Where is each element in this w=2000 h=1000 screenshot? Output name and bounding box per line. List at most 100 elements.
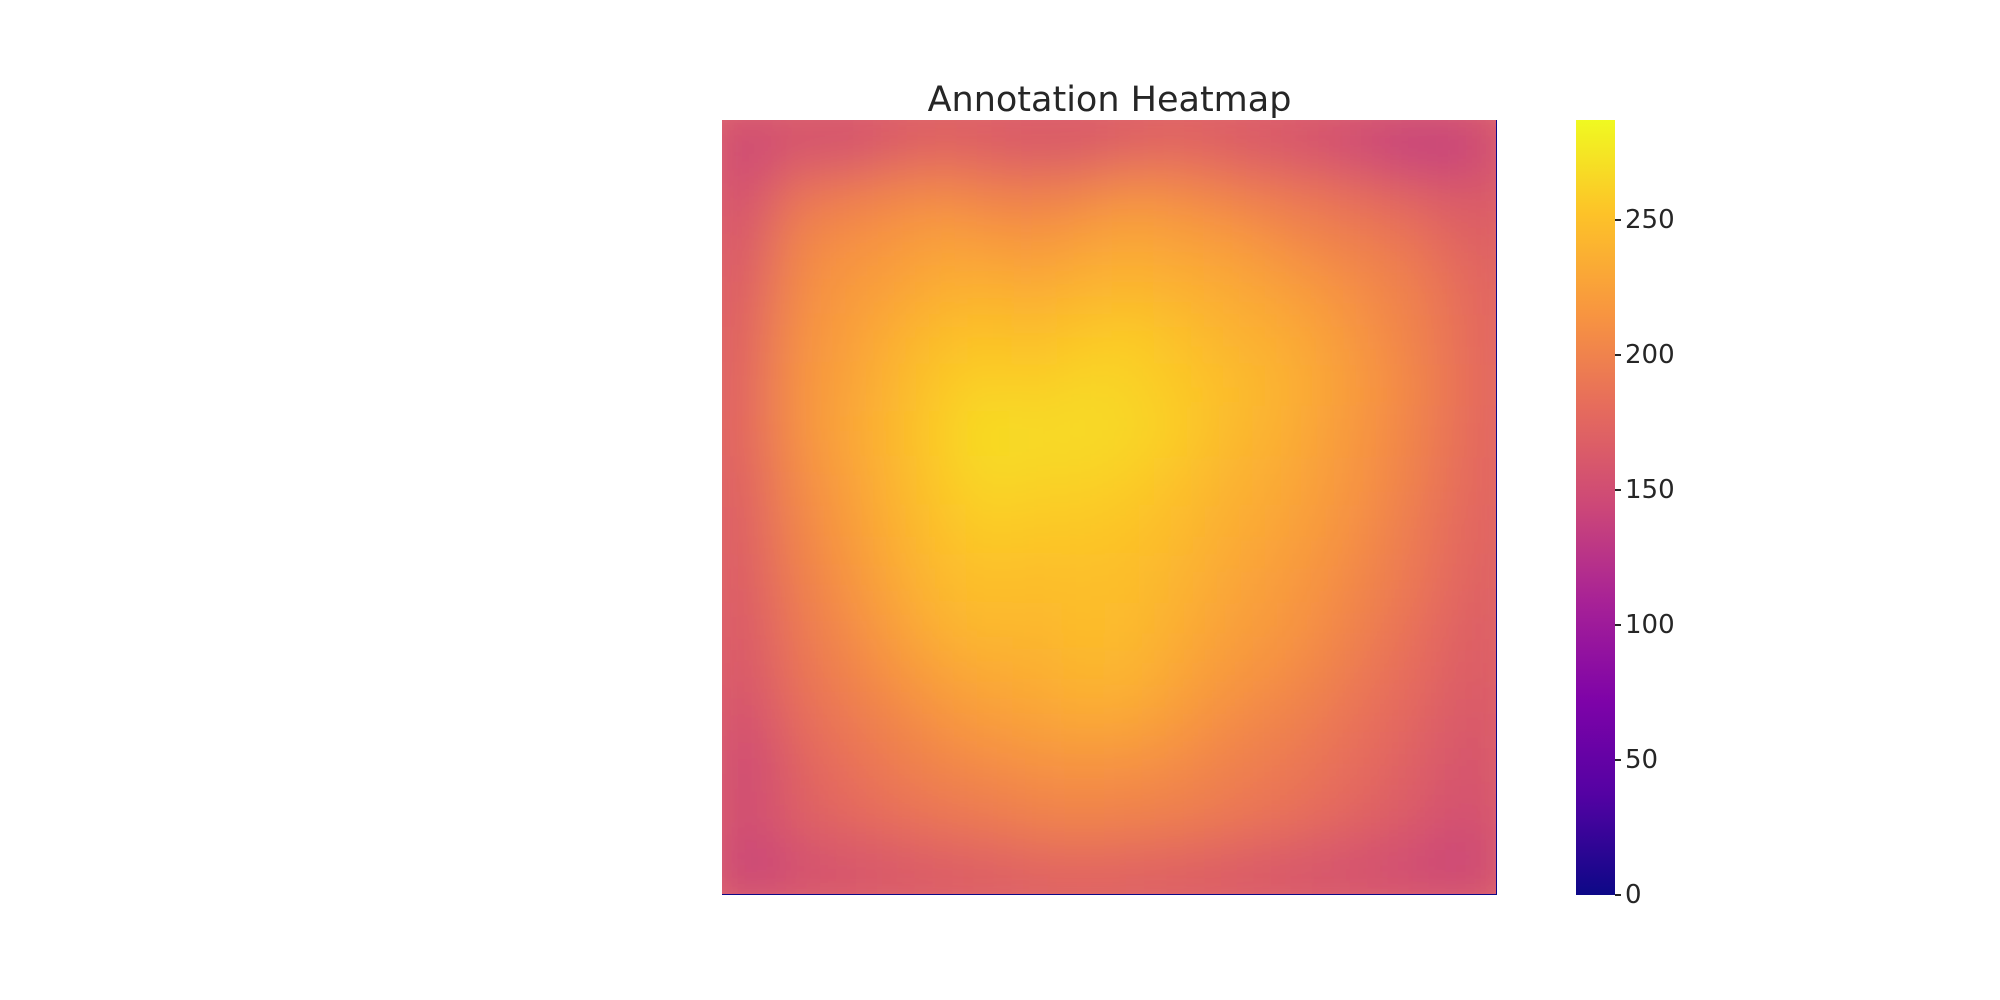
heatmap-cell xyxy=(914,651,965,702)
heatmap-cell xyxy=(1446,602,1496,654)
heatmap-cell xyxy=(1108,457,1159,508)
heatmap-cell xyxy=(769,360,820,412)
heatmap-cell xyxy=(1011,120,1062,170)
heatmap-cell xyxy=(1156,120,1207,170)
heatmap-cell xyxy=(1011,796,1062,847)
heatmap-cell xyxy=(817,796,869,847)
heatmap-cell xyxy=(1156,457,1207,508)
heatmap-cell xyxy=(962,506,1014,557)
heatmap-cell xyxy=(817,602,869,654)
heatmap-cell xyxy=(1108,554,1159,605)
heatmap-cell xyxy=(1398,120,1449,170)
heatmap-cell xyxy=(962,457,1014,508)
heatmap-cell xyxy=(1156,651,1207,702)
heatmap-cell xyxy=(866,747,917,799)
colorbar-tick-label: 250 xyxy=(1625,204,1675,235)
heatmap-cell xyxy=(1349,796,1401,847)
heatmap-cell xyxy=(1156,699,1207,750)
heatmap-cell xyxy=(1253,651,1304,702)
heatmap-cell xyxy=(722,409,772,460)
heatmap-cell xyxy=(1301,264,1352,315)
heatmap-cell xyxy=(817,554,869,605)
heatmap-cell xyxy=(1253,312,1304,363)
heatmap-cell xyxy=(722,602,772,654)
heatmap-cell xyxy=(1398,312,1449,363)
heatmap-cell xyxy=(1398,699,1449,750)
heatmap-cell xyxy=(1108,747,1159,799)
heatmap-cell xyxy=(866,360,917,412)
heatmap-cell xyxy=(1204,264,1256,315)
heatmap-cell xyxy=(1156,602,1207,654)
heatmap-cell xyxy=(769,554,820,605)
heatmap-cell xyxy=(769,602,820,654)
colorbar-tick-label: 200 xyxy=(1625,339,1675,370)
heatmap-cell xyxy=(1253,602,1304,654)
heatmap-cell xyxy=(1156,409,1207,460)
heatmap-cell xyxy=(1204,215,1256,267)
heatmap-cell xyxy=(769,844,820,894)
heatmap-cell xyxy=(1349,409,1401,460)
colorbar: 0 50 100 150 200 250 xyxy=(1576,120,1776,910)
heatmap-cell xyxy=(1108,360,1159,412)
heatmap-cell xyxy=(1398,457,1449,508)
heatmap-cell xyxy=(1253,506,1304,557)
heatmap-cell xyxy=(1446,120,1496,170)
heatmap-cell xyxy=(914,360,965,412)
heatmap-canvas xyxy=(722,120,1496,894)
heatmap-cell xyxy=(1301,844,1352,894)
heatmap-cell xyxy=(1301,747,1352,799)
heatmap-cell xyxy=(1301,215,1352,267)
heatmap-cell xyxy=(769,264,820,315)
heatmap-cell xyxy=(769,120,820,170)
heatmap-cell xyxy=(1108,215,1159,267)
heatmap-cell xyxy=(817,747,869,799)
heatmap-cell xyxy=(1204,651,1256,702)
heatmap-cell xyxy=(962,360,1014,412)
heatmap-cell xyxy=(1349,167,1401,218)
heatmap-cell xyxy=(1059,602,1110,654)
heatmap-cell xyxy=(1108,264,1159,315)
heatmap-cell xyxy=(1204,312,1256,363)
heatmap-cell xyxy=(1011,844,1062,894)
heatmap-cell xyxy=(914,699,965,750)
heatmap-cell xyxy=(962,747,1014,799)
heatmap-cell xyxy=(1156,796,1207,847)
heatmap-cell xyxy=(866,699,917,750)
heatmap-cell xyxy=(1204,409,1256,460)
heatmap-cell xyxy=(769,747,820,799)
heatmap-cell xyxy=(817,264,869,315)
heatmap-cell xyxy=(1349,120,1401,170)
heatmap-cell xyxy=(1011,167,1062,218)
heatmap-cell xyxy=(1446,554,1496,605)
heatmap-cell xyxy=(866,457,917,508)
heatmap-cell xyxy=(914,167,965,218)
heatmap-cell xyxy=(769,215,820,267)
heatmap-cell xyxy=(1059,167,1110,218)
heatmap-cell xyxy=(722,747,772,799)
heatmap-cell xyxy=(962,409,1014,460)
colorbar-tick-label: 150 xyxy=(1625,474,1675,505)
heatmap-cell xyxy=(1011,312,1062,363)
heatmap-cell xyxy=(1253,699,1304,750)
heatmap-cell xyxy=(1446,457,1496,508)
heatmap-cell xyxy=(817,360,869,412)
heatmap-cell xyxy=(1011,602,1062,654)
heatmap-cell xyxy=(1301,796,1352,847)
heatmap-cell xyxy=(1398,844,1449,894)
colorbar-tick-mark xyxy=(1615,623,1621,626)
heatmap-cell xyxy=(769,651,820,702)
heatmap-cell xyxy=(962,312,1014,363)
heatmap-cell xyxy=(1253,796,1304,847)
heatmap-cell xyxy=(1398,506,1449,557)
heatmap-cell xyxy=(1204,699,1256,750)
heatmap-cell xyxy=(1204,120,1256,170)
heatmap-cell xyxy=(914,844,965,894)
heatmap-cell xyxy=(1204,747,1256,799)
heatmap-cell xyxy=(1156,215,1207,267)
heatmap-cell xyxy=(962,844,1014,894)
heatmap-cell xyxy=(817,409,869,460)
heatmap-cell xyxy=(914,602,965,654)
heatmap-cell xyxy=(1446,796,1496,847)
heatmap-cell xyxy=(914,506,965,557)
heatmap-cell xyxy=(769,699,820,750)
